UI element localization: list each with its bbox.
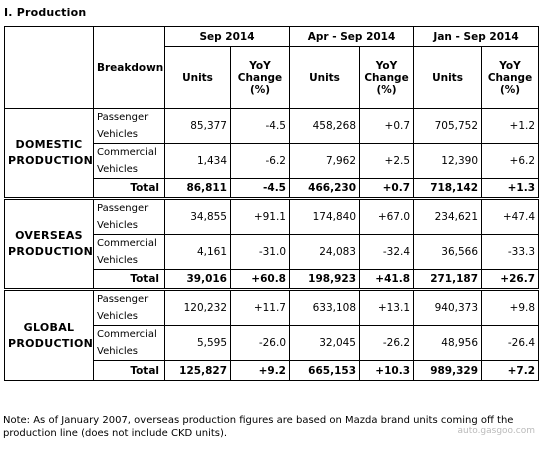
yoy-cell: -33.3 [481, 234, 540, 270]
total-yoy-cell: +7.2 [481, 360, 540, 381]
total-label: Total [93, 360, 165, 381]
total-units-cell: 271,187 [413, 269, 483, 290]
table-row: GLOBAL PRODUCTION Passenger Vehicles 120,232… [4, 288, 540, 381]
header-units: Units [164, 46, 231, 109]
total-label: Total [93, 178, 165, 199]
units-cell: 234,621 [413, 197, 483, 235]
header-row-metrics: Units YoY Change (%) Units YoY Change (%) Un… [5, 46, 540, 109]
yoy-cell: -26.4 [481, 325, 540, 361]
section-label-domestic: DOMESTIC PRODUCTION [4, 108, 94, 199]
yoy-cell: +1.2 [481, 108, 540, 144]
total-units-cell: 718,142 [413, 178, 483, 199]
yoy-cell: +91.1 [230, 197, 290, 235]
total-units-cell: 125,827 [164, 360, 231, 381]
units-cell: 4,161 [164, 234, 231, 270]
units-cell: 940,373 [413, 288, 483, 326]
total-yoy-cell: +26.7 [481, 269, 540, 290]
row-label: Commercial Vehicles [93, 143, 165, 179]
units-cell: 24,083 [289, 234, 360, 270]
yoy-cell: +9.8 [481, 288, 540, 326]
yoy-cell: -32.4 [358, 234, 415, 270]
yoy-cell: +2.5 [358, 143, 415, 179]
header-breakdown: Breakdown [93, 26, 165, 109]
total-units-cell: 86,811 [164, 178, 231, 199]
units-cell: 120,232 [164, 288, 231, 326]
header-units: Units [413, 46, 483, 109]
units-cell: 85,377 [164, 108, 231, 144]
header-period-apr-sep: Apr - Sep 2014 [288, 26, 415, 47]
header-period-jan-sep: Jan - Sep 2014 [413, 26, 540, 47]
units-cell: 5,595 [164, 325, 231, 361]
total-units-cell: 198,923 [289, 269, 360, 290]
units-cell: 48,956 [413, 325, 483, 361]
section-label-overseas: OVERSEAS PRODUCTION [4, 197, 94, 290]
total-yoy-cell: +1.3 [481, 178, 540, 199]
total-units-cell: 466,230 [289, 178, 360, 199]
yoy-cell: +13.1 [358, 288, 415, 326]
units-cell: 633,108 [289, 288, 360, 326]
table-row: OVERSEAS PRODUCTION Passenger Vehicles 34,85… [4, 197, 540, 290]
total-units-cell: 989,329 [413, 360, 483, 381]
units-cell: 7,962 [289, 143, 360, 179]
header-row-periods: Breakdown Sep 2014 Apr - Sep 2014 Jan - … [4, 26, 540, 109]
units-cell: 36,566 [413, 234, 483, 270]
total-yoy-cell: +41.8 [358, 269, 415, 290]
yoy-cell: +11.7 [230, 288, 290, 326]
total-row: Total 86,811 -4.5 466,230 +0.7 718,142 +1.3 [5, 178, 540, 199]
yoy-cell: -6.2 [230, 143, 290, 179]
watermark-text: auto.gasgoo.com [457, 426, 535, 436]
table-body: Breakdown Sep 2014 Apr - Sep 2014 Jan - … [4, 26, 540, 381]
table-row: DOMESTIC PRODUCTION Passenger Vehicles 85,37… [4, 108, 540, 199]
yoy-cell: +6.2 [481, 143, 540, 179]
row-label: Passenger Vehicles [93, 108, 165, 144]
table-row: Commercial Vehicles 5,595 -26.0 32,045 -26.2 4… [5, 325, 540, 361]
units-cell: 34,855 [164, 197, 231, 235]
units-cell: 1,434 [164, 143, 231, 179]
total-label: Total [93, 269, 165, 290]
yoy-cell: -26.0 [230, 325, 290, 361]
total-units-cell: 39,016 [164, 269, 231, 290]
section-label-global: GLOBAL PRODUCTION [4, 288, 94, 381]
row-label: Passenger Vehicles [93, 288, 165, 326]
units-cell: 174,840 [289, 197, 360, 235]
footnote: Note: As of January 2007, overseas produ… [3, 415, 514, 439]
total-yoy-cell: +0.7 [358, 178, 415, 199]
total-yoy-cell: +60.8 [230, 269, 290, 290]
header-yoy: YoY Change (%) [481, 46, 540, 109]
header-units: Units [289, 46, 360, 109]
header-blank-cell [4, 26, 94, 109]
yoy-cell: -4.5 [230, 108, 290, 144]
table-row: Commercial Vehicles 4,161 -31.0 24,083 -32.4 3… [5, 234, 540, 270]
header-yoy: YoY Change (%) [230, 46, 290, 109]
yoy-cell: +47.4 [481, 197, 540, 235]
production-table: Breakdown Sep 2014 Apr - Sep 2014 Jan - … [4, 26, 540, 381]
total-yoy-cell: +10.3 [358, 360, 415, 381]
header-period-sep: Sep 2014 [164, 26, 290, 47]
units-cell: 32,045 [289, 325, 360, 361]
yoy-cell: -26.2 [358, 325, 415, 361]
yoy-cell: +0.7 [358, 108, 415, 144]
total-yoy-cell: +9.2 [230, 360, 290, 381]
total-units-cell: 665,153 [289, 360, 360, 381]
row-label: Commercial Vehicles [93, 234, 165, 270]
total-yoy-cell: -4.5 [230, 178, 290, 199]
row-label: Commercial Vehicles [93, 325, 165, 361]
page-title: I. Production [4, 6, 87, 19]
yoy-cell: +67.0 [358, 197, 415, 235]
header-yoy: YoY Change (%) [358, 46, 415, 109]
total-row: Total 125,827 +9.2 665,153 +10.3 989,329 +7.2 [5, 360, 540, 381]
row-label: Passenger Vehicles [93, 197, 165, 235]
units-cell: 705,752 [413, 108, 483, 144]
yoy-cell: -31.0 [230, 234, 290, 270]
units-cell: 12,390 [413, 143, 483, 179]
units-cell: 458,268 [289, 108, 360, 144]
